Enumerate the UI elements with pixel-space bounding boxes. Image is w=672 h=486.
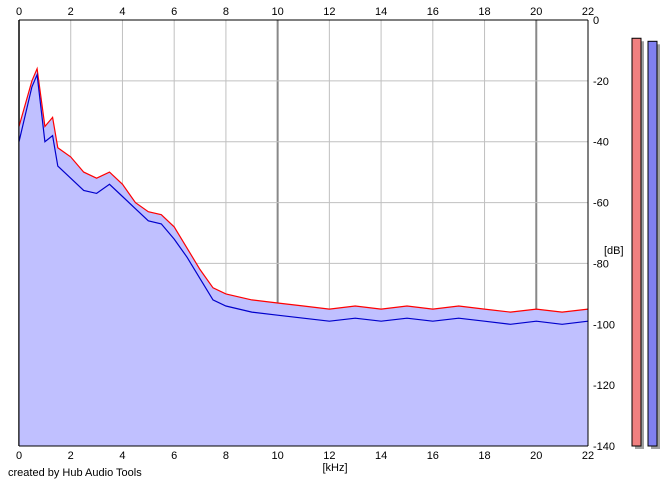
x-tick-label-top: 14 [375, 6, 387, 18]
level-meter-bar [631, 37, 642, 447]
x-tick-label-bottom: 2 [68, 450, 74, 462]
x-tick-label-top: 12 [323, 6, 335, 18]
y-tick-label: -140 [593, 441, 615, 453]
x-tick-label-top: 22 [582, 6, 594, 18]
x-axis-label: [kHz] [322, 462, 347, 474]
x-tick-label-bottom: 14 [375, 450, 387, 462]
x-tick-label-top: 16 [427, 6, 439, 18]
x-tick-label-bottom: 0 [16, 450, 22, 462]
x-tick-label-top: 2 [68, 6, 74, 18]
axes [18, 19, 589, 447]
series-layer [18, 66, 589, 325]
y-tick-label: -100 [593, 319, 615, 331]
x-tick-label-top: 4 [119, 6, 125, 18]
y-tick-label: -60 [593, 198, 609, 210]
x-tick-label-bottom: 10 [272, 450, 284, 462]
x-tick-label-bottom: 16 [427, 450, 439, 462]
series-line-1 [18, 72, 589, 325]
x-tick-label-bottom: 20 [530, 450, 542, 462]
x-tick-label-bottom: 18 [478, 450, 490, 462]
x-tick-label-top: 6 [171, 6, 177, 18]
y-axis-label: [dB] [604, 245, 624, 257]
tick-labels: 002244668810101212141416161818202022220-… [16, 6, 615, 462]
y-tick-label: -40 [593, 137, 609, 149]
level-meters [631, 37, 660, 450]
x-tick-label-top: 18 [478, 6, 490, 18]
y-tick-label: -20 [593, 76, 609, 88]
x-tick-label-top: 0 [16, 6, 22, 18]
x-tick-label-bottom: 6 [171, 450, 177, 462]
level-meter-bar [647, 40, 658, 447]
y-tick-label: -120 [593, 380, 615, 392]
spectrum-fill-area [19, 68, 588, 446]
y-tick-label: -80 [593, 258, 609, 270]
x-tick-label-bottom: 22 [582, 450, 594, 462]
x-tick-label-bottom: 8 [223, 450, 229, 462]
series-line-0 [18, 66, 589, 313]
x-tick-label-top: 10 [272, 6, 284, 18]
x-tick-label-top: 8 [223, 6, 229, 18]
y-tick-label: 0 [593, 15, 599, 27]
x-tick-label-bottom: 12 [323, 450, 335, 462]
x-tick-label-top: 20 [530, 6, 542, 18]
x-tick-label-bottom: 4 [119, 450, 125, 462]
credit-text: created by Hub Audio Tools [8, 467, 142, 479]
